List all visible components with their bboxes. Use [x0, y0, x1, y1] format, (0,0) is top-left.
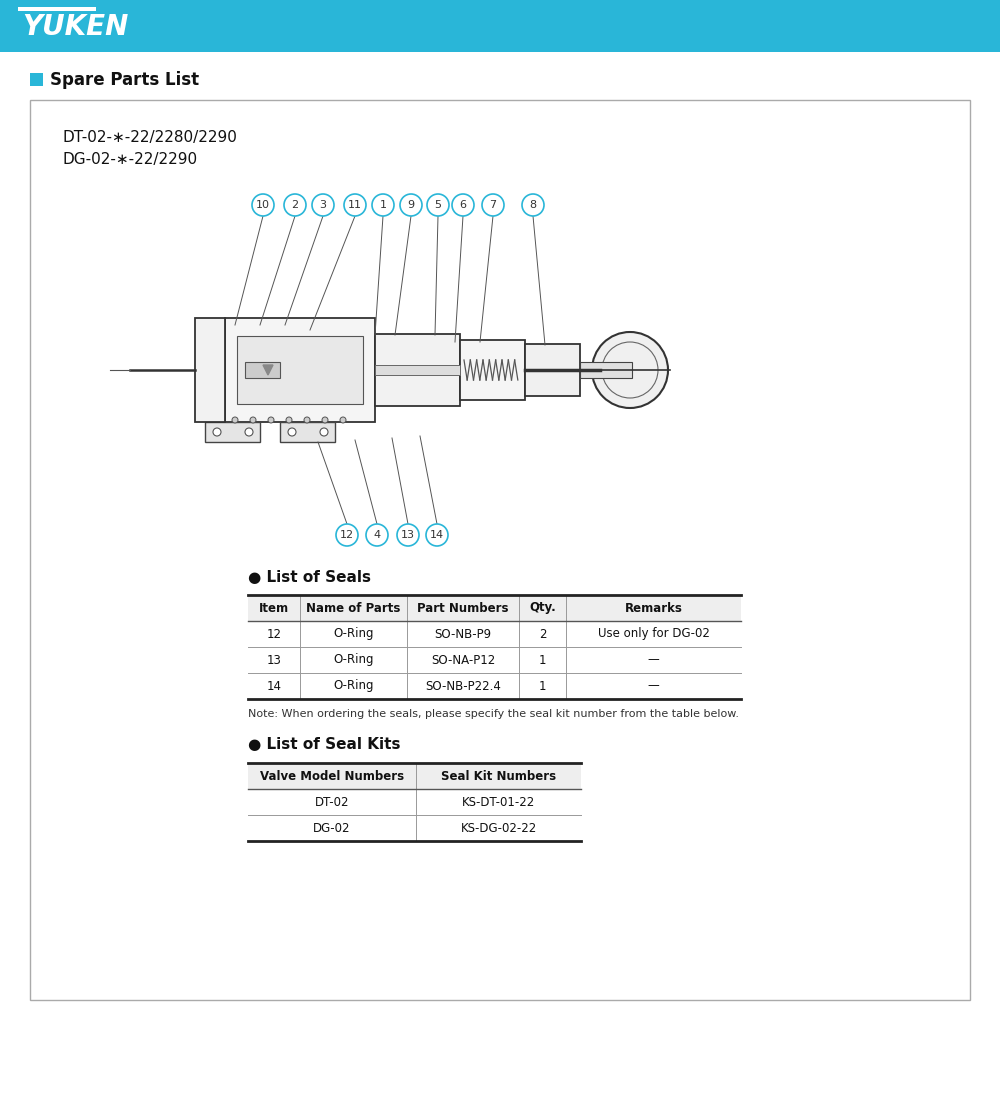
Bar	[18, 7, 96, 11]
Text: ● List of Seals: ● List of Seals	[248, 570, 371, 585]
Text: 13: 13	[267, 654, 281, 666]
Text: Item: Item	[259, 601, 289, 614]
Bar	[248, 595, 741, 621]
Text: 8: 8	[529, 200, 537, 210]
Text: 2: 2	[291, 200, 299, 210]
Text: 6: 6	[460, 200, 466, 210]
Circle shape	[284, 195, 306, 217]
Bar	[245, 362, 280, 378]
Text: Seal Kit Numbers: Seal Kit Numbers	[441, 769, 556, 782]
Text: SO-NA-P12: SO-NA-P12	[431, 654, 495, 666]
Bar	[460, 340, 525, 400]
Circle shape	[340, 417, 346, 423]
Text: —: —	[648, 654, 659, 666]
Bar	[580, 362, 632, 378]
Bar	[375, 334, 460, 406]
Text: KS-DG-02-22: KS-DG-02-22	[460, 821, 537, 834]
Text: O-Ring: O-Ring	[333, 628, 374, 641]
Bar	[30, 73, 43, 86]
Text: 14: 14	[266, 679, 282, 692]
Circle shape	[286, 417, 292, 423]
Text: 12: 12	[266, 628, 282, 641]
Circle shape	[400, 195, 422, 217]
Text: Part Numbers: Part Numbers	[417, 601, 509, 614]
Polygon shape	[263, 365, 273, 375]
Text: DT-02-∗-22/2280/2290: DT-02-∗-22/2280/2290	[62, 130, 237, 145]
Bar	[205, 422, 260, 442]
Bar	[225, 318, 375, 422]
Text: 9: 9	[407, 200, 415, 210]
Text: DG-02-∗-22/2290: DG-02-∗-22/2290	[62, 152, 197, 167]
Text: Note: When ordering the seals, please specify the seal kit number from the table: Note: When ordering the seals, please sp…	[248, 709, 739, 719]
Text: DG-02: DG-02	[313, 821, 351, 834]
Circle shape	[320, 428, 328, 436]
Text: 7: 7	[489, 200, 497, 210]
Text: 1: 1	[539, 679, 546, 692]
Text: KS-DT-01-22: KS-DT-01-22	[462, 796, 535, 809]
Circle shape	[366, 524, 388, 546]
Circle shape	[522, 195, 544, 217]
Bar	[195, 318, 225, 422]
Text: Spare Parts List: Spare Parts List	[50, 71, 199, 89]
Text: 5: 5	[434, 200, 442, 210]
Circle shape	[322, 417, 328, 423]
Bar	[248, 763, 581, 789]
Text: 4: 4	[373, 530, 381, 540]
Circle shape	[288, 428, 296, 436]
Text: YUKEN: YUKEN	[22, 13, 128, 41]
Text: SO-NB-P9: SO-NB-P9	[434, 628, 492, 641]
Circle shape	[336, 524, 358, 546]
Circle shape	[312, 195, 334, 217]
Text: 12: 12	[340, 530, 354, 540]
Circle shape	[252, 195, 274, 217]
Circle shape	[426, 524, 448, 546]
Text: 11: 11	[348, 200, 362, 210]
Text: ● List of Seal Kits: ● List of Seal Kits	[248, 737, 400, 752]
Bar	[525, 344, 580, 396]
Text: 3: 3	[320, 200, 326, 210]
Bar	[237, 336, 363, 404]
Text: 1: 1	[380, 200, 386, 210]
Text: 14: 14	[430, 530, 444, 540]
Circle shape	[232, 417, 238, 423]
Circle shape	[344, 195, 366, 217]
Circle shape	[304, 417, 310, 423]
Text: 1: 1	[539, 654, 546, 666]
Text: DT-02: DT-02	[315, 796, 349, 809]
Bar	[30, 100, 970, 1000]
Text: 2: 2	[539, 628, 546, 641]
Text: Name of Parts: Name of Parts	[306, 601, 401, 614]
Text: Qty.: Qty.	[529, 601, 556, 614]
Text: O-Ring: O-Ring	[333, 654, 374, 666]
Text: SO-NB-P22.4: SO-NB-P22.4	[425, 679, 501, 692]
Text: Remarks: Remarks	[625, 601, 682, 614]
Circle shape	[250, 417, 256, 423]
Circle shape	[372, 195, 394, 217]
Text: Valve Model Numbers: Valve Model Numbers	[260, 769, 404, 782]
Circle shape	[397, 524, 419, 546]
Text: Use only for DG-02: Use only for DG-02	[598, 628, 709, 641]
Text: —: —	[648, 679, 659, 692]
Bar	[375, 365, 460, 375]
Circle shape	[245, 428, 253, 436]
Circle shape	[452, 195, 474, 217]
Circle shape	[213, 428, 221, 436]
Text: 13: 13	[401, 530, 415, 540]
Bar	[280, 422, 335, 442]
Circle shape	[427, 195, 449, 217]
Circle shape	[482, 195, 504, 217]
Circle shape	[592, 332, 668, 408]
Text: O-Ring: O-Ring	[333, 679, 374, 692]
Bar	[0, 0, 1000, 52]
Text: 10: 10	[256, 200, 270, 210]
Circle shape	[268, 417, 274, 423]
